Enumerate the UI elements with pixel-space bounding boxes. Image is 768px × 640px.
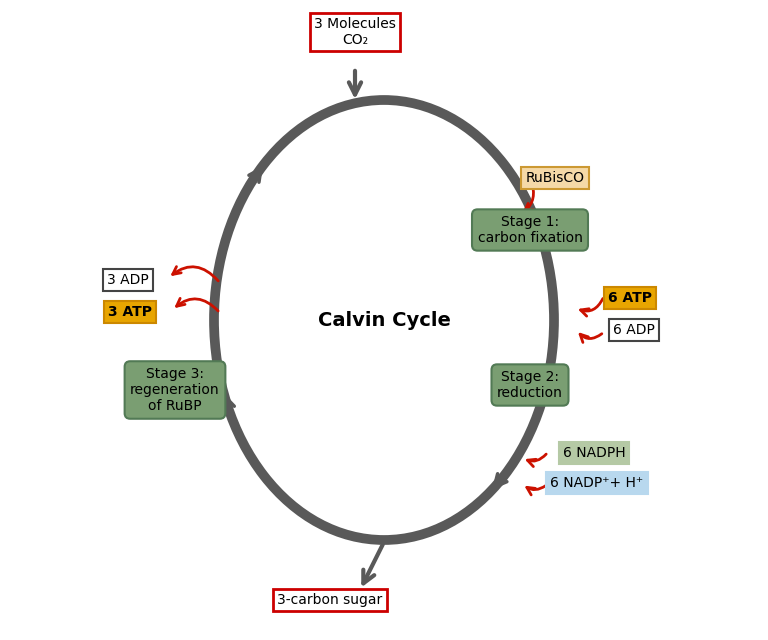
Text: 6 ATP: 6 ATP	[608, 291, 652, 305]
Text: 6 NADPH: 6 NADPH	[563, 446, 625, 460]
Text: Stage 3:
regeneration
of RuBP: Stage 3: regeneration of RuBP	[131, 367, 220, 413]
Text: 6 NADP⁺+ H⁺: 6 NADP⁺+ H⁺	[551, 476, 644, 490]
Text: 3 Molecules
CO₂: 3 Molecules CO₂	[314, 17, 396, 47]
Text: Calvin Cycle: Calvin Cycle	[317, 310, 451, 330]
Text: 6 ADP: 6 ADP	[613, 323, 655, 337]
Text: Stage 2:
reduction: Stage 2: reduction	[497, 370, 563, 400]
Text: RuBisCO: RuBisCO	[525, 171, 584, 185]
Text: 3-carbon sugar: 3-carbon sugar	[277, 593, 382, 607]
Text: 3 ATP: 3 ATP	[108, 305, 152, 319]
Text: Stage 1:
carbon fixation: Stage 1: carbon fixation	[478, 215, 582, 245]
Text: 3 ADP: 3 ADP	[107, 273, 149, 287]
